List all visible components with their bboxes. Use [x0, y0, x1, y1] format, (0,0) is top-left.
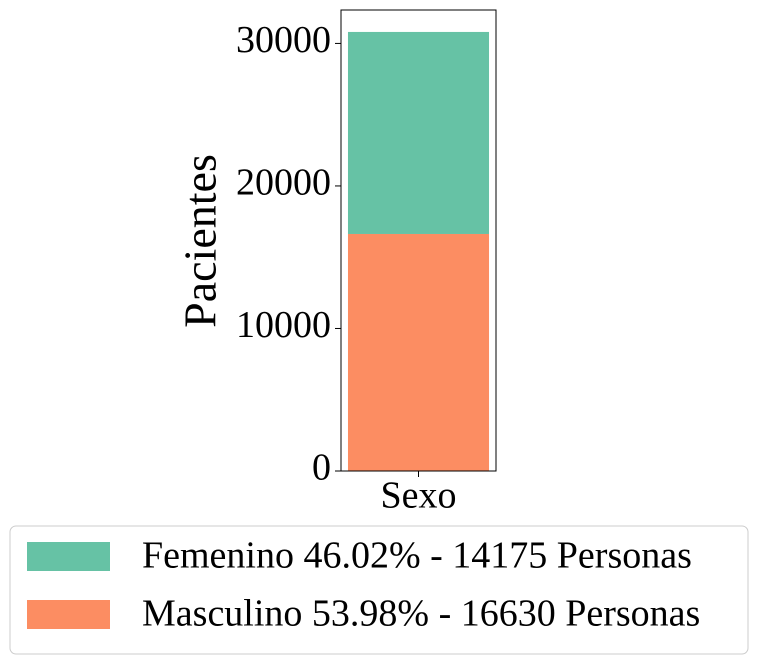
legend-box [9, 525, 749, 655]
legend-label: Masculino 53.98% - 16630 Personas [142, 593, 700, 635]
x-tick-label: Sexo [381, 475, 457, 517]
y-tick-label: 10000 [236, 304, 331, 346]
bar-segment [347, 31, 490, 234]
legend-swatch [27, 600, 110, 629]
y-tick-label: 30000 [236, 19, 331, 61]
axes-frame [340, 9, 497, 472]
y-tick-label: 0 [312, 447, 331, 489]
legend-swatch [27, 542, 110, 571]
y-axis-label: Pacientes [175, 154, 226, 328]
legend-label: Femenino 46.02% - 14175 Personas [142, 535, 692, 577]
y-tick-label: 20000 [236, 162, 331, 204]
bar-segment [347, 233, 490, 471]
